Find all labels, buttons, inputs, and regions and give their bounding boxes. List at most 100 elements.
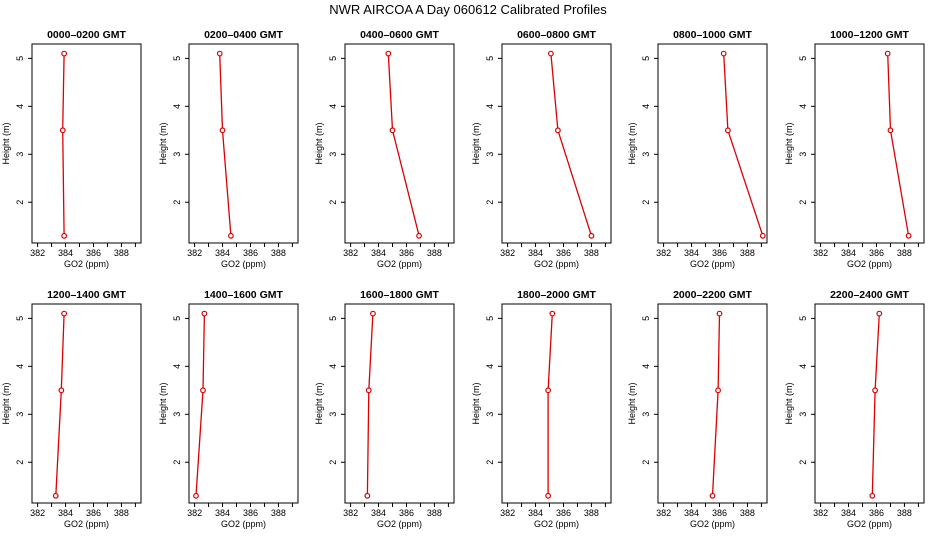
y-tick-label: 2 bbox=[641, 460, 651, 465]
x-tick-label: 388 bbox=[897, 248, 912, 258]
x-tick-label: 384 bbox=[371, 508, 386, 518]
plot-frame bbox=[657, 43, 768, 244]
x-tick-label: 382 bbox=[500, 248, 515, 258]
y-axis-label: Height (m) bbox=[784, 122, 794, 164]
y-tick-label: 3 bbox=[798, 412, 808, 417]
y-tick-label: 2 bbox=[328, 460, 338, 465]
x-axis-label: GO2 (ppm) bbox=[847, 259, 892, 269]
x-axis-label: GO2 (ppm) bbox=[377, 519, 422, 529]
x-tick-label: 386 bbox=[243, 508, 258, 518]
x-tick-label: 388 bbox=[740, 508, 755, 518]
panel-title: 0400–0600 GMT bbox=[360, 29, 439, 41]
profile-line bbox=[723, 53, 764, 237]
plot-frame bbox=[188, 43, 299, 244]
data-point bbox=[365, 387, 372, 394]
x-tick-label: 384 bbox=[215, 248, 230, 258]
panel-10: 1800–2000 GMT 382 384 386 388 2 3 4 5 GO2 (ppm) He… bbox=[471, 289, 612, 529]
data-point bbox=[200, 387, 206, 394]
x-tick-label: 388 bbox=[740, 248, 755, 258]
data-point bbox=[709, 492, 716, 499]
x-tick-label: 386 bbox=[712, 508, 727, 518]
x-axis-label: GO2 (ppm) bbox=[221, 259, 266, 269]
data-point bbox=[389, 127, 396, 134]
x-tick-label: 384 bbox=[371, 248, 386, 258]
data-point bbox=[724, 127, 731, 134]
x-tick-label: 388 bbox=[427, 508, 442, 518]
y-tick-label: 3 bbox=[485, 152, 495, 157]
y-tick-label: 3 bbox=[328, 412, 338, 417]
y-tick-label: 4 bbox=[798, 104, 808, 109]
panel-11: 2000–2200 GMT 382 384 386 388 2 3 4 5 GO2 (ppm) He… bbox=[627, 289, 768, 529]
x-tick-label: 386 bbox=[556, 248, 571, 258]
panel-title: 1000–1200 GMT bbox=[830, 29, 909, 41]
y-axis-label: Height (m) bbox=[784, 382, 794, 424]
panel-9: 1600–1800 GMT 382 384 386 388 2 3 4 5 GO2 (ppm) He… bbox=[314, 289, 455, 529]
data-point bbox=[416, 232, 422, 239]
profile-line bbox=[219, 53, 232, 236]
y-tick-label: 2 bbox=[328, 200, 338, 205]
panel-12: 2200–2400 GMT 382 384 386 388 2 3 4 5 GO2 (ppm) He… bbox=[784, 289, 925, 529]
plot-frame bbox=[344, 43, 455, 244]
data-point bbox=[61, 50, 68, 57]
x-tick-label: 382 bbox=[813, 248, 828, 258]
x-axis-label: GO2 (ppm) bbox=[847, 519, 892, 529]
y-tick-label: 2 bbox=[798, 460, 808, 465]
x-tick-label: 382 bbox=[187, 508, 202, 518]
y-tick-label: 2 bbox=[15, 200, 25, 205]
panel-title: 1600–1800 GMT bbox=[360, 289, 439, 301]
plot-frame bbox=[814, 43, 925, 244]
y-tick-label: 2 bbox=[641, 200, 651, 205]
data-point bbox=[720, 50, 727, 57]
x-tick-label: 388 bbox=[897, 508, 912, 518]
y-tick-label: 5 bbox=[485, 56, 495, 61]
panel-8: 1400–1600 GMT 382 384 386 388 2 3 4 5 GO2 (ppm) He… bbox=[158, 289, 299, 529]
data-point bbox=[59, 127, 66, 134]
plot-frame bbox=[344, 303, 455, 504]
data-point bbox=[385, 50, 392, 57]
panel-title: 1400–1600 GMT bbox=[204, 289, 283, 301]
x-tick-label: 386 bbox=[399, 508, 414, 518]
profile-line bbox=[55, 313, 65, 496]
profile-line bbox=[871, 313, 880, 496]
y-axis-label: Height (m) bbox=[158, 382, 168, 424]
profile-line bbox=[366, 313, 374, 496]
panel-title: 2200–2400 GMT bbox=[830, 289, 909, 301]
data-point bbox=[370, 310, 376, 317]
y-tick-label: 5 bbox=[641, 56, 651, 61]
x-axis-label: GO2 (ppm) bbox=[534, 259, 579, 269]
y-tick-label: 3 bbox=[172, 152, 182, 157]
x-tick-label: 382 bbox=[656, 248, 671, 258]
data-point bbox=[876, 310, 883, 317]
y-tick-label: 4 bbox=[15, 104, 25, 109]
x-tick-label: 388 bbox=[114, 248, 129, 258]
x-tick-label: 384 bbox=[684, 508, 699, 518]
y-axis-label: Height (m) bbox=[314, 382, 324, 424]
y-tick-label: 2 bbox=[15, 460, 25, 465]
y-tick-label: 5 bbox=[328, 316, 338, 321]
y-axis-label: Height (m) bbox=[627, 382, 637, 424]
profile-line bbox=[550, 53, 593, 236]
data-point bbox=[52, 492, 59, 499]
profile-line bbox=[195, 313, 206, 496]
x-tick-label: 382 bbox=[30, 508, 45, 518]
panel-5: 0800–1000 GMT 382 384 386 388 2 3 4 5 GO2 (ppm) He… bbox=[627, 29, 768, 269]
y-tick-label: 3 bbox=[485, 412, 495, 417]
data-point bbox=[61, 310, 68, 317]
x-tick-label: 388 bbox=[271, 508, 286, 518]
panel-7: 1200–1400 GMT 382 384 386 388 2 3 4 5 GO2 (ppm) He… bbox=[1, 289, 142, 529]
y-tick-label: 3 bbox=[641, 412, 651, 417]
y-tick-label: 3 bbox=[15, 412, 25, 417]
y-tick-label: 2 bbox=[798, 200, 808, 205]
profile-line bbox=[387, 53, 420, 236]
y-tick-label: 2 bbox=[172, 200, 182, 205]
data-point bbox=[545, 387, 552, 394]
x-tick-label: 386 bbox=[869, 508, 884, 518]
x-tick-label: 386 bbox=[86, 248, 101, 258]
plot-frame bbox=[188, 303, 299, 504]
y-tick-label: 4 bbox=[172, 364, 182, 369]
x-axis-label: GO2 (ppm) bbox=[64, 519, 109, 529]
x-axis-label: GO2 (ppm) bbox=[64, 259, 109, 269]
y-tick-label: 4 bbox=[328, 104, 338, 109]
x-tick-label: 384 bbox=[528, 508, 543, 518]
panel-4: 0600–0800 GMT 382 384 386 388 2 3 4 5 GO2 (ppm) He… bbox=[471, 29, 612, 269]
